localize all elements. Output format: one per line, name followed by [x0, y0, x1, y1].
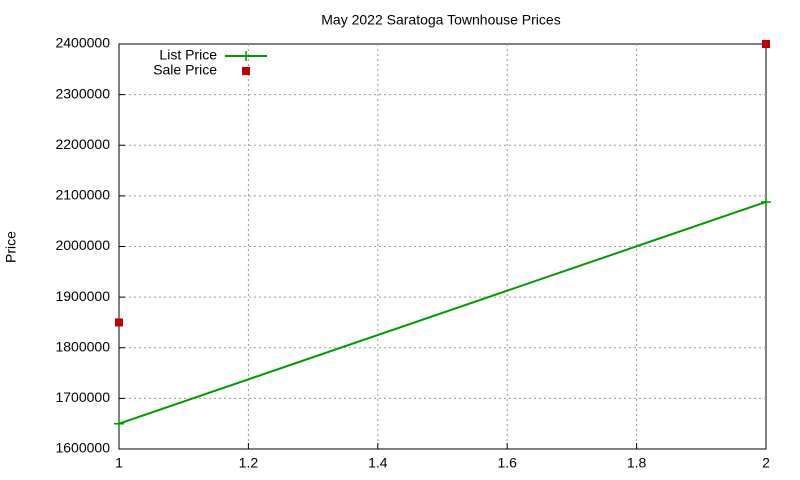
- x-tick-label: 1.2: [239, 455, 259, 471]
- x-tick-label: 1: [115, 455, 123, 471]
- point-marker: [241, 51, 251, 61]
- point-marker: [114, 418, 124, 429]
- point-marker: [115, 318, 123, 327]
- y-tick-label: 1800000: [55, 338, 110, 354]
- point-marker: [761, 196, 771, 207]
- y-tick-label: 2300000: [55, 85, 110, 101]
- series-line: [118, 201, 767, 425]
- y-tick-label: 1700000: [55, 389, 110, 405]
- y-tick-label: 1900000: [55, 288, 110, 304]
- y-axis-label: Price: [3, 231, 19, 263]
- x-tick-label: 1.8: [627, 455, 647, 471]
- y-tick-label: 2400000: [55, 35, 110, 51]
- y-tick-label: 1600000: [55, 440, 110, 456]
- y-tick-label: 2000000: [55, 237, 110, 253]
- legend-label: Sale Price: [153, 62, 217, 78]
- chart-title: May 2022 Saratoga Townhouse Prices: [321, 12, 560, 28]
- y-tick-label: 2100000: [55, 187, 110, 203]
- point-marker: [242, 67, 250, 75]
- x-tick-label: 2: [762, 455, 770, 471]
- point-marker: [762, 40, 770, 48]
- y-tick-label: 2200000: [55, 136, 110, 152]
- x-tick-label: 1.6: [497, 455, 517, 471]
- plot-frame: [118, 43, 767, 450]
- legend-label: List Price: [159, 47, 217, 63]
- x-tick-label: 1.4: [368, 455, 388, 471]
